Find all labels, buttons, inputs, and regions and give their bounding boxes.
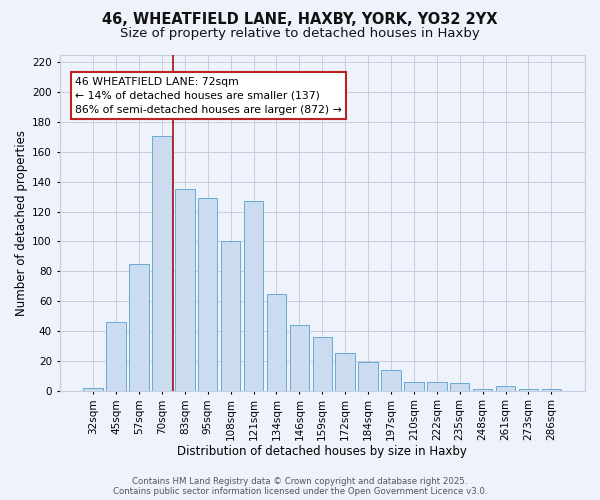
Bar: [198, 198, 217, 390]
Bar: [290, 325, 309, 390]
Bar: [542, 389, 561, 390]
Text: 46, WHEATFIELD LANE, HAXBY, YORK, YO32 2YX: 46, WHEATFIELD LANE, HAXBY, YORK, YO32 2…: [102, 12, 498, 28]
Bar: [152, 136, 172, 390]
Text: 46 WHEATFIELD LANE: 72sqm
← 14% of detached houses are smaller (137)
86% of semi: 46 WHEATFIELD LANE: 72sqm ← 14% of detac…: [76, 77, 342, 115]
Text: Contains public sector information licensed under the Open Government Licence v3: Contains public sector information licen…: [113, 487, 487, 496]
Bar: [221, 242, 241, 390]
Bar: [381, 370, 401, 390]
Bar: [313, 337, 332, 390]
Bar: [496, 386, 515, 390]
Bar: [244, 201, 263, 390]
Bar: [335, 354, 355, 391]
Bar: [519, 389, 538, 390]
Y-axis label: Number of detached properties: Number of detached properties: [15, 130, 28, 316]
Text: Size of property relative to detached houses in Haxby: Size of property relative to detached ho…: [120, 28, 480, 40]
Bar: [175, 189, 194, 390]
Bar: [358, 362, 378, 390]
Text: Contains HM Land Registry data © Crown copyright and database right 2025.: Contains HM Land Registry data © Crown c…: [132, 477, 468, 486]
Bar: [473, 389, 493, 390]
Bar: [83, 388, 103, 390]
Bar: [267, 294, 286, 390]
Bar: [450, 383, 469, 390]
X-axis label: Distribution of detached houses by size in Haxby: Distribution of detached houses by size …: [178, 444, 467, 458]
Bar: [106, 322, 126, 390]
Bar: [427, 382, 446, 390]
Bar: [404, 382, 424, 390]
Bar: [129, 264, 149, 390]
